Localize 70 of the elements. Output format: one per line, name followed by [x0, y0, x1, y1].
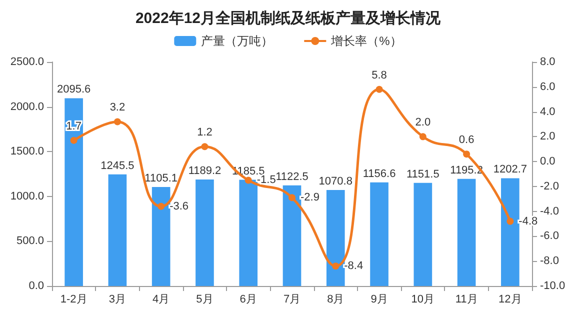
bar: [414, 182, 432, 286]
data-label: -2.9: [300, 192, 320, 204]
chart-title: 2022年12月全国机制纸及纸板产量及增长情况: [135, 10, 442, 27]
data-label: 2.0: [415, 116, 431, 129]
y2-tick-label: 6.0: [540, 80, 556, 93]
x-tick-label: 12月: [498, 294, 522, 306]
y-tick-label: 1500.0: [10, 146, 44, 158]
data-label: 1151.5: [406, 168, 440, 180]
y2-tick-label: 0.0: [540, 156, 556, 168]
bar: [64, 98, 83, 286]
legend-label: 产量（万吨）: [201, 34, 274, 48]
x-tick-label: 1-2月: [60, 294, 88, 306]
x-tick-label: 3月: [108, 294, 126, 306]
data-label: 2095.6: [56, 84, 91, 96]
data-label: 1189.2: [188, 164, 222, 177]
bar: [108, 174, 127, 286]
bar: [239, 180, 258, 286]
data-label: 1.2: [197, 126, 212, 139]
y2-tick-label: 4.0: [540, 106, 556, 118]
data-label: 1245.5: [100, 160, 134, 172]
data-label: -1.5: [256, 174, 276, 186]
bar: [457, 178, 476, 286]
x-tick-label: 11月: [455, 294, 478, 306]
y-tick-label: 2500.0: [10, 56, 44, 68]
data-label: 0.6: [458, 134, 474, 146]
y-tick-label: 500.0: [16, 235, 44, 248]
data-label: 1105.1: [144, 172, 178, 184]
data-label: 1156.6: [362, 168, 396, 180]
x-tick-label: 7月: [283, 294, 301, 306]
point: [419, 133, 426, 140]
point: [332, 262, 340, 270]
bar: [282, 185, 302, 286]
y2-tick-label: -10.0: [540, 280, 566, 292]
data-label: 1202.7: [493, 164, 528, 176]
point: [376, 86, 383, 93]
y2-tick-label: -8.0: [540, 255, 559, 268]
data-label: -3.6: [170, 200, 189, 212]
x-tick-label: 9月: [370, 294, 388, 306]
legend-label: 增长率（%）: [330, 34, 402, 48]
y-tick-label: 2000.0: [10, 100, 44, 113]
y-tick-label: 0.0: [28, 280, 44, 292]
point: [463, 150, 470, 158]
point: [114, 118, 121, 126]
point: [201, 143, 208, 150]
y2-tick-label: -2.0: [540, 180, 559, 192]
data-label: 5.8: [372, 69, 387, 82]
point: [70, 136, 78, 144]
point: [244, 176, 252, 184]
point: [158, 202, 165, 210]
data-label: 1070.8: [318, 176, 352, 188]
bar: [370, 182, 388, 286]
bar: [326, 190, 345, 286]
data-label: 3.2: [110, 102, 126, 114]
bar: [196, 179, 214, 286]
data-label: 1122.5: [276, 170, 308, 183]
y2-tick-label: 8.0: [540, 56, 556, 68]
point: [288, 194, 296, 202]
x-tick-label: 10月: [411, 294, 435, 306]
x-tick-label: 5月: [196, 294, 214, 306]
y2-tick-label: -6.0: [540, 230, 559, 242]
bar: [501, 178, 520, 286]
y2-tick-label: 2.0: [540, 130, 556, 143]
y-tick-label: 1000.0: [10, 190, 44, 202]
x-tick-label: 4月: [152, 294, 170, 306]
data-label: 1.7: [66, 120, 82, 132]
x-tick-label: 8月: [327, 294, 344, 306]
y2-tick-label: -4.0: [540, 205, 559, 218]
point: [506, 218, 514, 225]
x-tick-label: 6月: [240, 294, 257, 306]
bar: [152, 186, 170, 286]
